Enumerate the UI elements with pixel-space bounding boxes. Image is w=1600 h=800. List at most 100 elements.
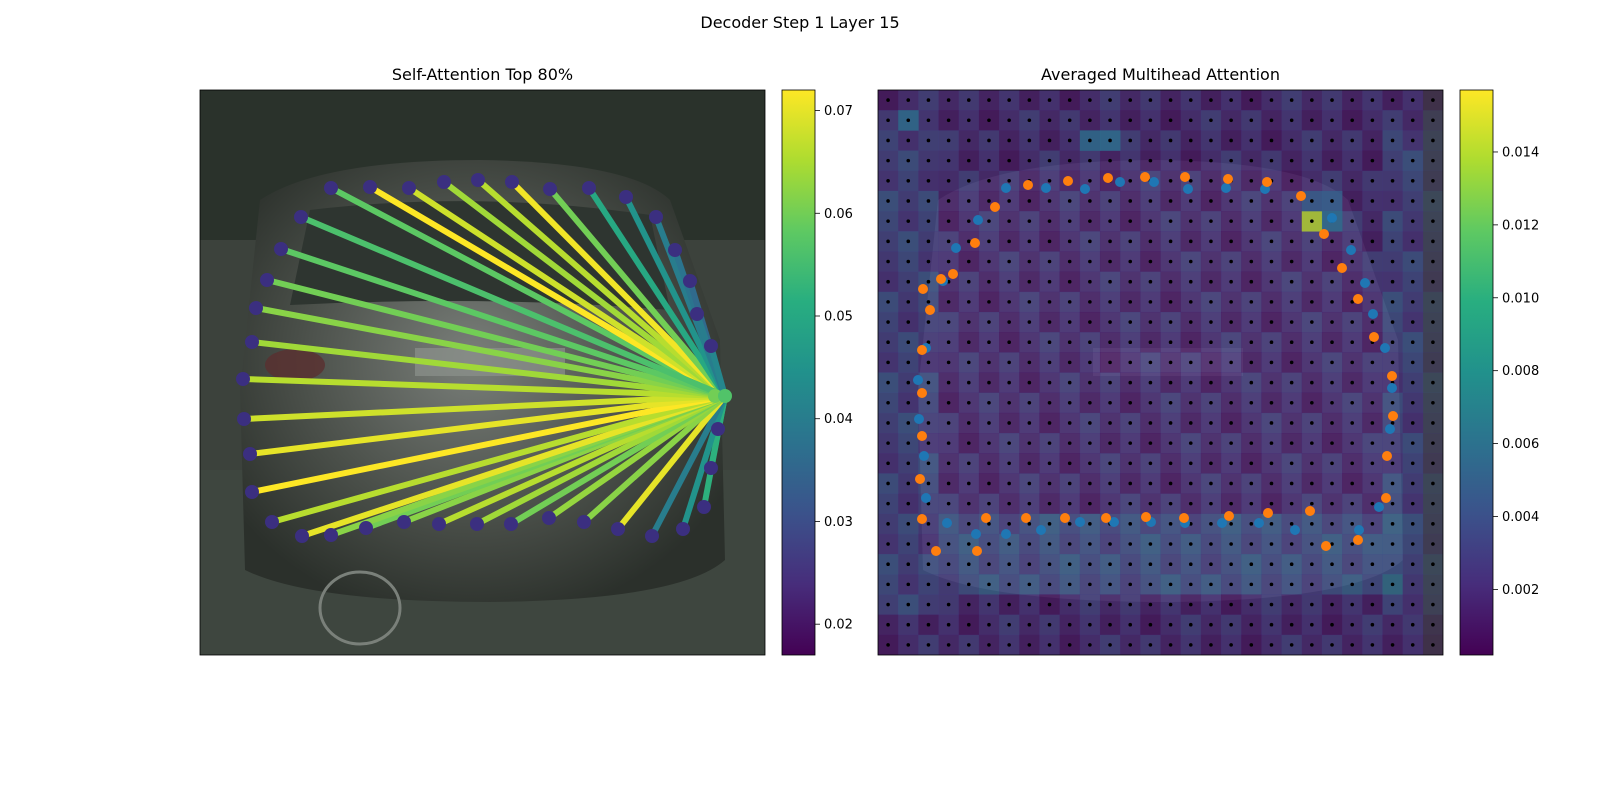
grid-dot (967, 300, 971, 304)
grid-dot (1269, 501, 1274, 506)
grid-dot (967, 501, 971, 506)
colorbar-tick-label: 0.014 (1502, 145, 1539, 160)
grid-dot (1229, 138, 1233, 143)
attention-line (615, 394, 728, 531)
grid-dot (1330, 421, 1334, 425)
grid-dot (1047, 219, 1052, 223)
grid-dot (1188, 179, 1193, 183)
grid-dot (1088, 542, 1092, 546)
grid-dot (1249, 138, 1254, 143)
grid-dot (1067, 582, 1072, 587)
grid-dot (1128, 602, 1133, 607)
grid-dot (1168, 562, 1173, 566)
grid-dot (886, 360, 890, 365)
grid-dot (1148, 582, 1153, 587)
grid-dot (1108, 239, 1112, 244)
grid-dot (886, 199, 890, 203)
grid-dot (1370, 562, 1375, 566)
grid-dot (1148, 259, 1153, 264)
grid-dot (1390, 582, 1395, 587)
polygon-point (1023, 180, 1033, 190)
grid-dot (1007, 320, 1011, 324)
grid-dot (1188, 219, 1193, 223)
grid-dot (886, 279, 890, 284)
grid-dot (1269, 300, 1274, 304)
colorbar-tick-label: 0.010 (1502, 291, 1539, 306)
vertex-point (504, 517, 518, 531)
grid-dot (1249, 542, 1254, 546)
polygon-point (917, 431, 927, 441)
grid-dot (1007, 622, 1011, 627)
grid-dot (906, 400, 911, 405)
grid-dot (1390, 542, 1395, 546)
vertex-point (645, 529, 659, 543)
grid-dot (1370, 622, 1375, 627)
grid-dot (1350, 501, 1354, 506)
colorbar-tick-label: 0.02 (824, 618, 853, 633)
grid-dot (1067, 562, 1072, 566)
grid-dot (1370, 501, 1375, 506)
grid-dot (1431, 380, 1435, 385)
grid-dot (1289, 199, 1294, 203)
grid-dot (946, 643, 951, 647)
grid-dot (1188, 118, 1193, 123)
grid-dot (926, 239, 931, 244)
grid-dot (1330, 279, 1334, 284)
grid-dot (1128, 461, 1133, 466)
grid-dot (1047, 643, 1052, 647)
grid-dot (1390, 279, 1395, 284)
attention-line (582, 393, 727, 525)
grid-dot (1229, 118, 1233, 123)
grid-dot (1007, 542, 1011, 546)
grid-dot (926, 562, 931, 566)
grid-dot (1128, 562, 1133, 566)
grid-dot (1088, 441, 1092, 445)
grid-dot (1007, 400, 1011, 405)
grid-dot (1188, 300, 1193, 304)
polygon-point (925, 305, 935, 315)
grid-dot (967, 542, 971, 546)
grid-dot (1047, 199, 1052, 203)
grid-dot (1088, 279, 1092, 284)
grid-dot (1148, 219, 1153, 223)
grid-dot (1410, 179, 1415, 183)
grid-dot (1128, 582, 1133, 587)
grid-dot (967, 259, 971, 264)
grid-dot (1027, 219, 1032, 223)
grid-dot (926, 199, 931, 203)
grid-dot (1067, 522, 1072, 526)
grid-dot (1188, 158, 1193, 163)
grid-dot (1209, 118, 1213, 123)
grid-dot (1330, 138, 1334, 143)
grid-dot (1431, 360, 1435, 365)
attention-line (649, 394, 728, 538)
grid-dot (1067, 542, 1072, 546)
grid-dot (1168, 219, 1173, 223)
grid-dot (1067, 118, 1072, 123)
grid-dot (1330, 461, 1334, 466)
grid-dot (1410, 400, 1415, 405)
grid-dot (1108, 320, 1112, 324)
grid-dot (1047, 259, 1052, 264)
grid-dot (1310, 320, 1314, 324)
grid-dot (1188, 279, 1193, 284)
grid-dot (987, 118, 991, 123)
grid-dot (1027, 542, 1032, 546)
grid-dot (967, 602, 971, 607)
grid-dot (1027, 622, 1032, 627)
grid-dot (946, 542, 951, 546)
grid-dot (1067, 421, 1072, 425)
grid-dot (1249, 461, 1254, 466)
grid-dot (1310, 199, 1314, 203)
attention-line (271, 393, 726, 525)
vertex-point (237, 412, 251, 426)
vertex-point (397, 515, 411, 529)
grid-dot (1148, 643, 1153, 647)
grid-dot (1188, 461, 1193, 466)
grid-dot (1209, 562, 1213, 566)
grid-dot (1168, 643, 1173, 647)
attention-line (442, 179, 727, 399)
polygon-point (1380, 343, 1390, 353)
grid-dot (1209, 602, 1213, 607)
grid-dot (1330, 98, 1334, 102)
